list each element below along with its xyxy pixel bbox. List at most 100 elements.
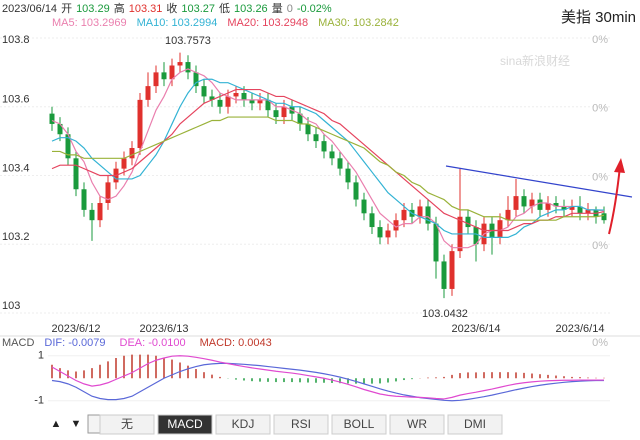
toolbar: ▲ ▼ 无 MACD KDJ RSI BOLL WR DMI	[51, 414, 503, 435]
candle-body	[177, 62, 183, 66]
candle-body	[553, 203, 559, 207]
tab-label[interactable]: WR	[407, 417, 427, 431]
tab[interactable]: RSI	[273, 414, 329, 435]
candle-body	[545, 203, 551, 210]
header-text: 高	[114, 1, 125, 15]
ma-line	[51, 68, 605, 249]
candle-body	[105, 182, 111, 203]
header-text: 103.27	[181, 3, 215, 15]
header-text: 103.26	[234, 3, 268, 15]
candle-body	[217, 99, 223, 107]
header-text: 低	[219, 2, 230, 15]
legend-entry: MA30: 103.2842	[318, 17, 399, 29]
tab[interactable]: 无	[99, 414, 155, 435]
panel-title: MACD	[2, 337, 34, 349]
tab[interactable]: DMI	[447, 414, 503, 435]
candle-body	[145, 86, 151, 100]
candle-body	[361, 199, 367, 214]
red-arrow	[608, 165, 621, 235]
toolbar-arrow[interactable]: ▼	[71, 418, 82, 430]
y-tick-label: 103	[2, 300, 20, 312]
header-text: 0	[287, 3, 293, 15]
tab-label[interactable]: KDJ	[232, 417, 255, 431]
candle-body	[265, 99, 271, 111]
tab[interactable]: KDJ	[215, 414, 271, 435]
candle-body	[441, 261, 447, 289]
header-text: 开	[61, 3, 72, 15]
tab-label[interactable]: BOLL	[344, 417, 375, 431]
candle-body	[249, 99, 255, 104]
candle-body	[153, 72, 159, 87]
candle-body	[385, 230, 391, 238]
candle-body	[305, 123, 311, 135]
candle-body	[569, 206, 575, 210]
annotation: 103.0432	[422, 308, 468, 320]
tab-bg[interactable]	[331, 414, 387, 435]
candle-body	[577, 206, 583, 214]
tab-label[interactable]: RSI	[291, 417, 311, 431]
legend-entry: DEA: -0.0100	[120, 337, 186, 349]
x-tick-label: 2023/6/12	[52, 323, 101, 335]
candle-body	[89, 209, 95, 221]
candle-body	[57, 123, 63, 135]
candle-body	[601, 213, 607, 221]
y-tick-label: -1	[34, 395, 44, 407]
candle-body	[497, 220, 503, 238]
red-arrow-head	[614, 158, 625, 173]
right-axis-label: 0%	[592, 171, 608, 183]
tab[interactable]: BOLL	[331, 414, 387, 435]
candle-body	[185, 62, 191, 73]
candle-body	[585, 209, 591, 214]
tab-bg[interactable]	[447, 414, 503, 435]
candle-body	[297, 113, 303, 124]
macd-line	[51, 362, 604, 402]
tab-bg[interactable]	[273, 414, 329, 435]
tab-label[interactable]: MACD	[167, 417, 203, 431]
x-tick-label: 2023/6/14	[452, 323, 501, 335]
annotation: 103.7573	[165, 35, 211, 47]
candle-body	[129, 148, 135, 159]
legend-entry: DIF: -0.0079	[44, 337, 105, 349]
candle-body	[65, 134, 71, 159]
tab[interactable]: MACD	[157, 414, 213, 435]
tab-label[interactable]: 无	[121, 417, 133, 431]
candle-body	[241, 93, 247, 100]
legend-entry: MA5: 103.2969	[52, 17, 127, 29]
candle-body	[257, 99, 263, 104]
candle-body	[321, 141, 327, 152]
candle-body	[81, 189, 87, 210]
candle-body	[193, 72, 199, 87]
candle-body	[353, 182, 359, 200]
candle-body	[425, 206, 431, 224]
header-text: 103.31	[129, 3, 163, 15]
tab[interactable]: WR	[389, 414, 445, 435]
legend-entry: MA20: 103.2948	[227, 17, 308, 29]
header-text: 量	[272, 2, 283, 15]
tab-bg[interactable]	[157, 414, 213, 435]
candle-body	[161, 72, 167, 80]
candle-body	[97, 203, 103, 221]
candle-body	[393, 220, 399, 231]
toolbar-arrow[interactable]: ▲	[51, 418, 62, 430]
candle-body	[273, 110, 279, 118]
tab-bg[interactable]	[389, 414, 445, 435]
trend-line	[445, 165, 633, 198]
candle-body	[433, 223, 439, 262]
y-tick-label: 103.2	[2, 231, 30, 243]
header-text: -0.02%	[297, 3, 332, 15]
candle-body	[417, 206, 423, 217]
tab-bg[interactable]	[215, 414, 271, 435]
tab-bg[interactable]	[99, 414, 155, 435]
candle-body	[73, 158, 79, 190]
legend-entry: MACD: 0.0043	[200, 337, 272, 349]
tab-label[interactable]: DMI	[464, 417, 486, 431]
candle-body	[513, 196, 519, 210]
candle-body	[313, 134, 319, 142]
candle-body	[473, 227, 479, 245]
candle-body	[537, 199, 543, 210]
candle-body	[465, 216, 471, 228]
y-tick-label: 103.8	[2, 34, 30, 46]
candle-body	[369, 213, 375, 228]
candle-body	[121, 158, 127, 169]
macd-panel: -1 1 0% MACD DIF: -0.0079 DEA: -0.0100 MACD: 0…	[2, 337, 610, 407]
